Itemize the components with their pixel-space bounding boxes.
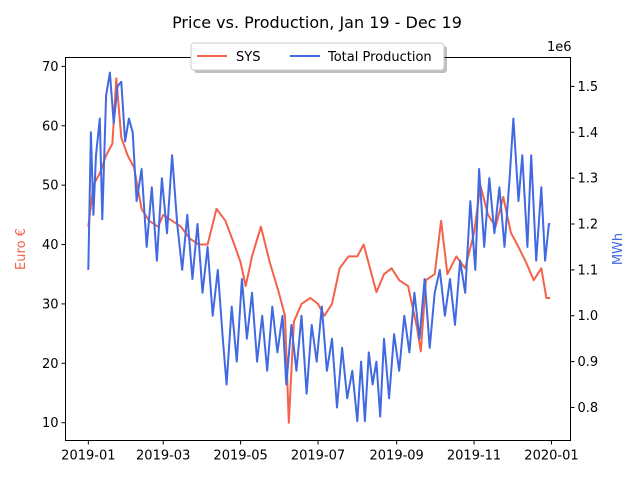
legend-label-sys: SYS	[236, 50, 260, 65]
series-layer	[87, 71, 551, 424]
x-tick-label: 2019-09	[370, 449, 424, 464]
right-tick-label: 1.2	[578, 218, 599, 233]
x-tick-label: 2019-01	[61, 449, 115, 464]
left-tick-label: 30	[42, 297, 59, 312]
right-tick-label: 0.9	[578, 355, 599, 370]
right-tick-label: 1.3	[578, 172, 599, 187]
x-tick-label: 2019-11	[447, 449, 501, 464]
x-tick-label: 2019-07	[291, 449, 345, 464]
right-tick-label: 1.4	[578, 126, 599, 141]
x-tick-label: 2019-05	[213, 449, 267, 464]
legend: SYS Total Production	[190, 42, 447, 73]
plot-frame	[65, 57, 571, 441]
left-tick-label: 70	[42, 60, 59, 75]
left-tick-label: 40	[42, 238, 59, 253]
legend-label-total-production: Total Production	[327, 50, 432, 65]
series-line-total-production	[87, 71, 551, 423]
x-tick-label: 2020-01	[524, 449, 578, 464]
chart-title: Price vs. Production, Jan 19 - Dec 19	[172, 13, 462, 32]
left-tick-label: 20	[42, 357, 59, 372]
right-tick-label: 1.0	[578, 309, 599, 324]
left-tick-label: 60	[42, 119, 59, 134]
right-tick-label: 1.1	[578, 263, 599, 278]
right-axis-offset-text: 1e6	[547, 40, 572, 55]
right-tick-label: 0.8	[578, 401, 599, 416]
left-tick-label: 50	[42, 179, 59, 194]
right-axis-label: MWh	[611, 233, 626, 265]
right-tick-label: 1.5	[578, 80, 599, 95]
left-tick-label: 10	[42, 416, 59, 431]
axes-layer: 2019-01 2019-03 2019-05 2019-07 2019-09 2019-…	[42, 60, 598, 464]
x-tick-label: 2019-03	[136, 449, 190, 464]
left-axis-label: Euro €	[14, 228, 29, 270]
